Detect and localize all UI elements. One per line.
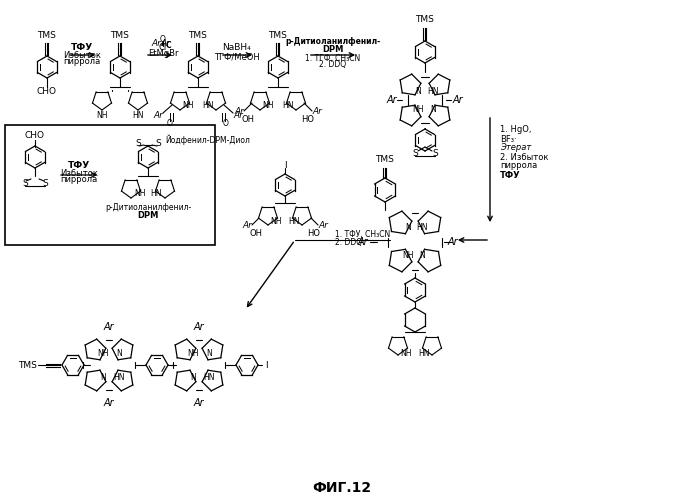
Text: 2. DDQ: 2. DDQ xyxy=(319,60,347,70)
Text: NH: NH xyxy=(182,102,194,110)
Text: TMS: TMS xyxy=(375,156,395,164)
Text: TMS: TMS xyxy=(269,30,288,40)
Text: N: N xyxy=(116,350,122,358)
Text: NH: NH xyxy=(412,106,424,114)
Text: Ar: Ar xyxy=(453,95,463,105)
Text: Ar: Ar xyxy=(160,40,170,48)
Text: Ar: Ar xyxy=(387,95,397,105)
Text: EtMgBr: EtMgBr xyxy=(148,48,178,58)
Text: 1. ТФУ, CH₃CN: 1. ТФУ, CH₃CN xyxy=(335,230,390,239)
Text: Ar: Ar xyxy=(233,110,243,120)
Text: HN: HN xyxy=(203,372,215,382)
Text: Ar: Ar xyxy=(103,398,114,408)
Text: ТГФ/МеОН: ТГФ/МеОН xyxy=(214,52,260,62)
Text: $\bf{C}$: $\bf{C}$ xyxy=(166,38,173,50)
Text: ФИГ.12: ФИГ.12 xyxy=(312,481,371,495)
Text: NH: NH xyxy=(262,102,274,110)
Text: TMS: TMS xyxy=(416,16,434,24)
Text: Ar: Ar xyxy=(153,110,163,120)
Text: NH: NH xyxy=(134,188,146,198)
Text: CHO: CHO xyxy=(25,130,45,140)
Text: HO: HO xyxy=(301,116,314,124)
Text: Ar: Ar xyxy=(103,322,114,332)
Text: N: N xyxy=(206,350,212,358)
Text: р-Дитиоланилфенил-: р-Дитиоланилфенил- xyxy=(105,204,191,212)
Text: NH: NH xyxy=(187,350,199,358)
Text: HN: HN xyxy=(132,110,144,120)
Text: O: O xyxy=(167,118,173,128)
Text: TMS: TMS xyxy=(18,360,37,370)
Text: NH: NH xyxy=(97,110,108,120)
Text: Ar: Ar xyxy=(318,220,328,230)
Text: HO: HO xyxy=(308,230,321,238)
Text: 2. DDQ: 2. DDQ xyxy=(335,238,362,248)
Text: Ar: Ar xyxy=(194,322,204,332)
Text: HN: HN xyxy=(419,348,429,358)
Text: O: O xyxy=(223,118,229,128)
Text: N: N xyxy=(419,250,425,260)
Text: S: S xyxy=(432,148,438,158)
Text: Ar: Ar xyxy=(448,237,458,247)
Text: OH: OH xyxy=(242,116,255,124)
Text: S: S xyxy=(412,148,418,158)
Text: Избыток: Избыток xyxy=(60,168,98,177)
Text: DPM: DPM xyxy=(323,44,344,54)
Text: N: N xyxy=(415,88,421,96)
Text: 1. HgO,: 1. HgO, xyxy=(500,126,532,134)
Text: HN: HN xyxy=(202,102,214,110)
Text: ТФУ: ТФУ xyxy=(500,170,521,179)
Text: I: I xyxy=(264,360,267,370)
Text: HN: HN xyxy=(282,102,294,110)
Text: OH: OH xyxy=(249,230,262,238)
Text: Ar: Ar xyxy=(234,106,244,116)
Text: HN: HN xyxy=(427,88,439,96)
Text: NH: NH xyxy=(97,350,109,358)
Text: Избыток: Избыток xyxy=(63,50,101,59)
Text: CHO: CHO xyxy=(37,88,57,96)
Text: Ar: Ar xyxy=(194,398,204,408)
Text: HN: HN xyxy=(416,224,427,232)
Text: NH: NH xyxy=(402,250,414,260)
Text: NH: NH xyxy=(271,216,282,226)
Text: NH: NH xyxy=(400,348,412,358)
Text: BF₃·: BF₃· xyxy=(500,134,516,143)
Text: Ar: Ar xyxy=(242,220,252,230)
Text: S: S xyxy=(155,138,161,147)
Text: р-Дитиоланилфенил-: р-Дитиоланилфенил- xyxy=(286,38,381,46)
Text: S: S xyxy=(22,178,28,188)
Text: Йодфенил-DPM-Диол: Йодфенил-DPM-Диол xyxy=(166,134,251,145)
Text: I: I xyxy=(284,160,286,170)
Text: DPM: DPM xyxy=(137,212,159,220)
Text: Этерат: Этерат xyxy=(500,144,532,152)
Text: пиррола: пиррола xyxy=(60,176,98,184)
Text: Cl: Cl xyxy=(159,42,167,51)
Text: HN: HN xyxy=(150,188,162,198)
Text: Ar: Ar xyxy=(312,106,322,116)
Text: N: N xyxy=(190,372,196,382)
Text: Ar: Ar xyxy=(358,237,369,247)
Bar xyxy=(5,125,215,245)
Text: HN: HN xyxy=(288,216,300,226)
Text: TMS: TMS xyxy=(110,30,129,40)
Text: ТФУ: ТФУ xyxy=(71,42,93,51)
Text: ТФУ: ТФУ xyxy=(68,160,90,170)
Text: TMS: TMS xyxy=(188,30,208,40)
Text: S: S xyxy=(42,178,48,188)
Text: 2. Избыток: 2. Избыток xyxy=(500,152,549,162)
Text: N: N xyxy=(100,372,106,382)
Text: 1. ТГФ, CH₃CN: 1. ТГФ, CH₃CN xyxy=(306,54,360,62)
Text: N: N xyxy=(405,224,411,232)
Text: пиррола: пиррола xyxy=(500,162,537,170)
Text: Ar: Ar xyxy=(151,38,161,48)
Text: TMS: TMS xyxy=(38,30,56,40)
Text: N: N xyxy=(430,106,436,114)
Text: HN: HN xyxy=(113,372,125,382)
Text: пиррола: пиррола xyxy=(64,58,101,66)
Text: NaBH₄: NaBH₄ xyxy=(223,42,251,51)
Text: S: S xyxy=(135,138,141,147)
Text: O: O xyxy=(160,34,166,43)
